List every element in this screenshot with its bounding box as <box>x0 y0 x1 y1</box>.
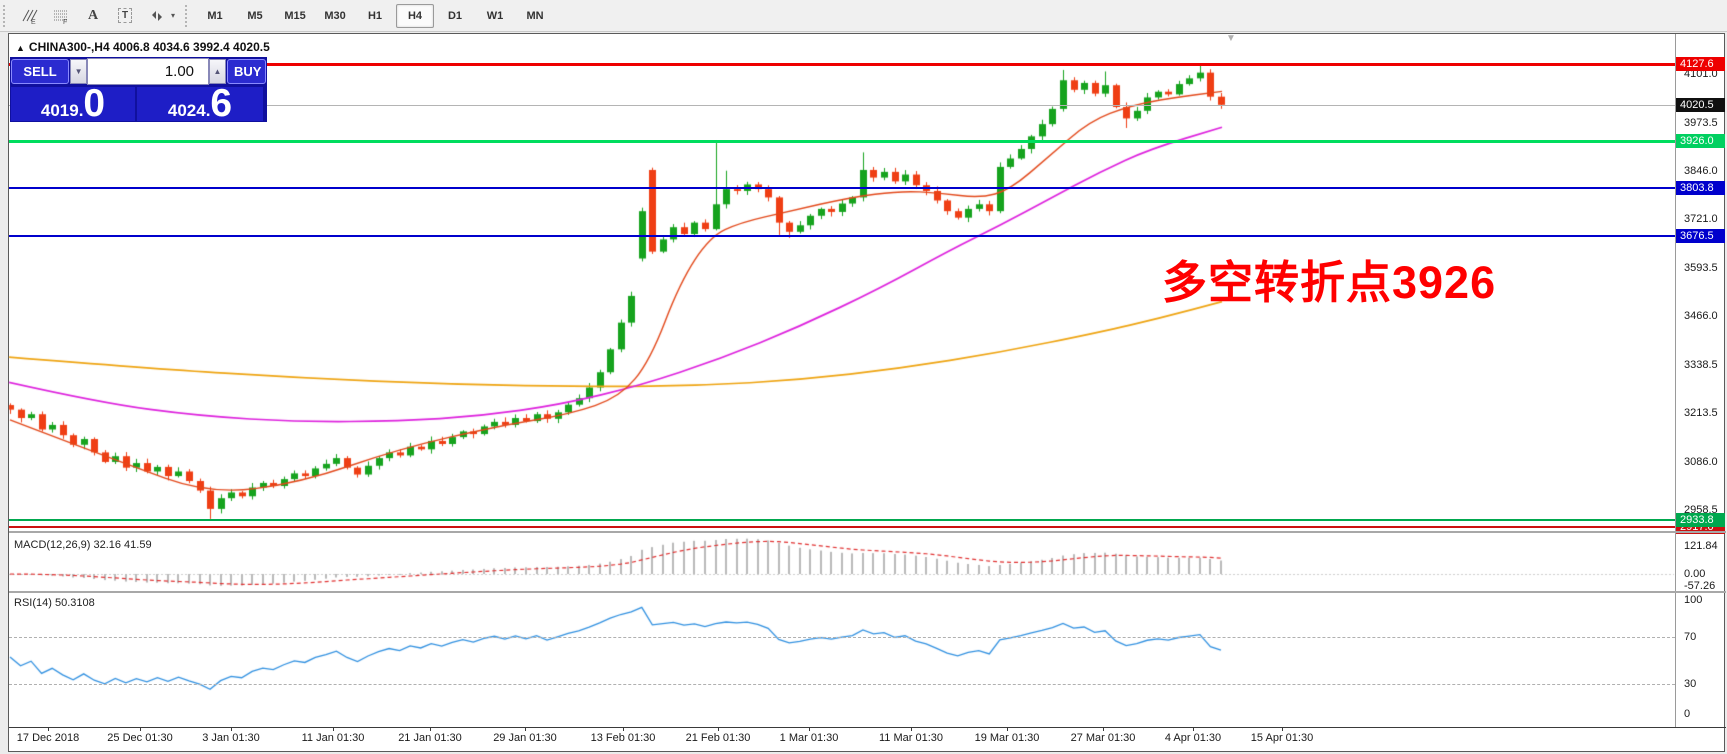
price-tick-label: 3973.5 <box>1684 117 1718 129</box>
rsi-panel-separator[interactable] <box>9 591 1726 593</box>
time-axis-tick <box>140 727 141 731</box>
price-tick-label: 0 <box>1684 708 1691 720</box>
time-axis-tick <box>1193 727 1194 731</box>
macd-indicator-label: MACD(12,26,9) 32.16 41.59 <box>14 539 152 551</box>
time-axis-tick <box>333 727 334 731</box>
hline-3803.8[interactable] <box>9 187 1675 189</box>
price-tick-label: 4101.0 <box>1684 68 1718 80</box>
price-tick-label: 3338.5 <box>1684 359 1718 371</box>
price-tick-label: 70 <box>1684 631 1697 643</box>
time-axis-separator <box>9 727 1726 728</box>
time-axis-label: 21 Feb 01:30 <box>685 732 751 744</box>
one-click-trading-panel: SELL ▼ ▲ BUY 4019.0 4024.6 <box>10 57 267 125</box>
trade-panel-top-row: SELL ▼ ▲ BUY <box>10 57 267 85</box>
volume-input[interactable] <box>87 57 210 85</box>
price-tick-label: 3593.5 <box>1684 262 1718 274</box>
symbol-ohlc-label: ▲ CHINA300-,H4 4006.8 4034.6 3992.4 4020.… <box>16 40 270 54</box>
time-axis-label: 11 Mar 01:30 <box>878 732 944 744</box>
time-axis-label: 1 Mar 01:30 <box>779 732 839 744</box>
time-axis-tick <box>1007 727 1008 731</box>
hline-2933.8[interactable] <box>9 519 1675 521</box>
price-tick-label: 100 <box>1684 594 1703 606</box>
time-axis-label: 17 Dec 2018 <box>16 732 80 744</box>
time-axis-tick <box>623 727 624 731</box>
sell-button[interactable]: SELL <box>11 58 70 84</box>
buy-price-small-digits: 4024. <box>167 101 211 120</box>
buy-button[interactable]: BUY <box>226 58 266 84</box>
price-tick-label: -57.26 <box>1684 580 1716 592</box>
rsi-level-30-line <box>9 684 1675 685</box>
time-axis-label: 29 Jan 01:30 <box>493 732 557 744</box>
sell-price-button[interactable]: 4019. 0 <box>11 82 135 125</box>
price-tick-label: 3846.0 <box>1684 165 1718 177</box>
price-tick-label: 0.00 <box>1684 568 1706 580</box>
rsi-indicator-label: RSI(14) 50.3108 <box>14 597 95 609</box>
buy-price-big-digit: 6 <box>210 82 233 125</box>
time-axis-label: 25 Dec 01:30 <box>107 732 173 744</box>
price-tick-label: 3466.0 <box>1684 310 1718 322</box>
time-axis-label: 19 Mar 01:30 <box>974 732 1040 744</box>
price-tick-label: 30 <box>1684 678 1697 690</box>
time-axis-tick <box>911 727 912 731</box>
chart-text-annotation[interactable]: 多空转折点3926 <box>1162 257 1497 308</box>
price-tick-label: 3213.5 <box>1684 407 1718 419</box>
time-axis-tick <box>1103 727 1104 731</box>
hline-3676.5[interactable] <box>9 235 1675 237</box>
time-axis-tick <box>1282 727 1283 731</box>
time-axis-label: 4 Apr 01:30 <box>1164 732 1222 744</box>
price-tick-label: 3721.0 <box>1684 213 1718 225</box>
hline-3926.0[interactable] <box>9 139 1675 143</box>
price-tick-label: 121.84 <box>1684 540 1718 552</box>
chart-shift-marker-icon[interactable]: ▼ <box>1226 33 1236 44</box>
panel-collapse-icon[interactable]: ▲ <box>16 43 25 53</box>
time-axis-tick <box>430 727 431 731</box>
price-tag-4020.5: 4020.5 <box>1676 98 1725 112</box>
price-tag-4127.6: 4127.6 <box>1676 57 1725 71</box>
sell-price-big-digit: 0 <box>83 82 106 125</box>
price-tag-3676.5: 3676.5 <box>1676 229 1725 243</box>
time-axis-tick <box>809 727 810 731</box>
time-axis-label: 27 Mar 01:30 <box>1070 732 1136 744</box>
symbol-ohlc-text: CHINA300-,H4 4006.8 4034.6 3992.4 4020.5 <box>28 40 270 54</box>
time-axis-tick <box>48 727 49 731</box>
hline-4127.6[interactable] <box>9 62 1675 66</box>
time-axis-label: 3 Jan 01:30 <box>202 732 260 744</box>
trade-panel-price-row: 4019. 0 4024. 6 <box>10 82 267 125</box>
bid-price-line <box>9 105 1675 106</box>
buy-price-button[interactable]: 4024. 6 <box>137 82 263 125</box>
price-tag-3926.0: 3926.0 <box>1676 134 1725 148</box>
price-tick-label: 3086.0 <box>1684 456 1718 468</box>
volume-decrease-button[interactable]: ▼ <box>70 58 88 84</box>
rsi-level-70-line <box>9 637 1675 638</box>
price-tag-3803.8: 3803.8 <box>1676 181 1725 195</box>
price-tag-2933.8: 2933.8 <box>1676 513 1725 527</box>
time-axis-label: 21 Jan 01:30 <box>398 732 462 744</box>
time-axis-label: 15 Apr 01:30 <box>1250 732 1314 744</box>
time-axis-tick <box>231 727 232 731</box>
hline-2917.0[interactable] <box>9 526 1675 528</box>
time-axis-label: 13 Feb 01:30 <box>590 732 656 744</box>
price-axis-separator <box>1675 34 1676 727</box>
macd-panel-separator[interactable] <box>9 531 1726 533</box>
time-axis-label: 11 Jan 01:30 <box>301 732 365 744</box>
volume-increase-button[interactable]: ▲ <box>209 58 226 84</box>
sell-price-small-digits: 4019. <box>40 101 84 120</box>
time-axis-tick <box>525 727 526 731</box>
time-axis-tick <box>718 727 719 731</box>
